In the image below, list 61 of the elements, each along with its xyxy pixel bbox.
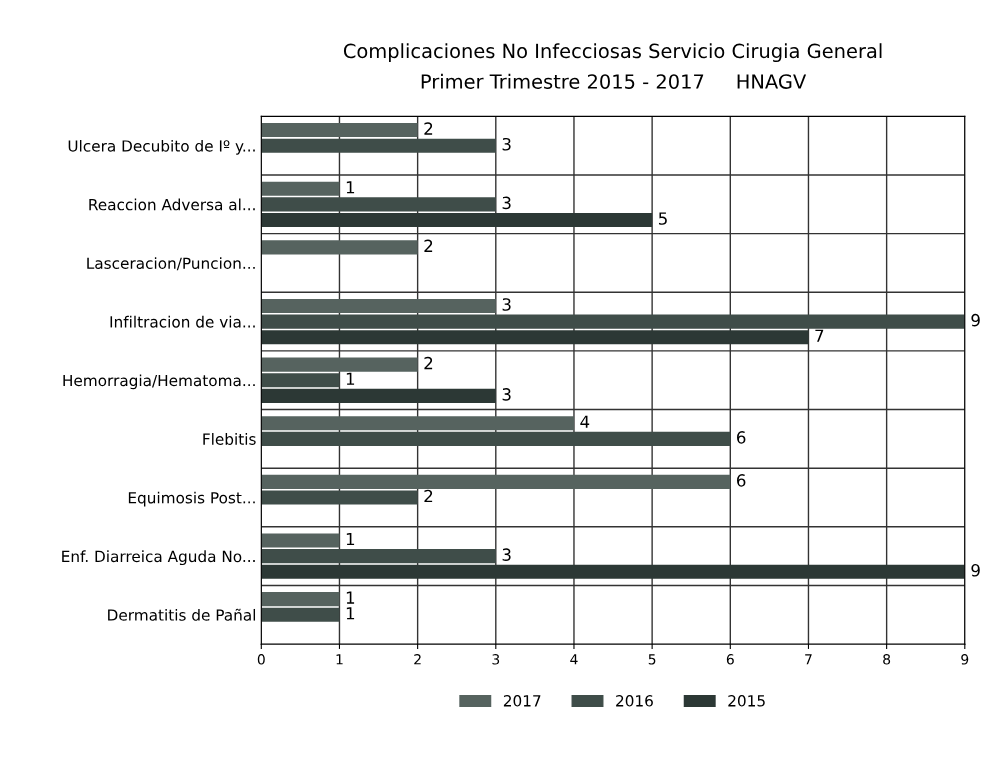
legend-label: 2015: [728, 695, 765, 707]
x-tick-label: 6: [726, 654, 734, 665]
data-label: 3: [502, 388, 511, 401]
bar: [261, 533, 340, 548]
bar: [261, 240, 418, 255]
data-label: 6: [737, 474, 746, 487]
data-label: 1: [346, 372, 355, 385]
data-label: 3: [502, 548, 511, 561]
data-label: 6: [737, 431, 746, 444]
y-tick-label: Lasceracion/Puncion...: [87, 257, 255, 271]
bar: [261, 181, 340, 196]
data-label: 1: [346, 591, 355, 604]
data-label: 3: [502, 298, 511, 311]
x-tick-label: 1: [336, 654, 343, 665]
bar: [261, 474, 731, 489]
legend-label: 2016: [616, 695, 653, 707]
y-tick-label: Equimosis Post...: [128, 491, 255, 507]
data-label: 3: [502, 137, 511, 151]
x-tick-label: 3: [492, 654, 500, 665]
data-label: 2: [424, 356, 433, 370]
x-tick-label: 5: [648, 654, 656, 665]
bar: [261, 197, 496, 212]
data-label: 3: [502, 196, 511, 210]
x-tick-label: 2: [414, 654, 421, 665]
bar: [261, 490, 418, 505]
data-label: 1: [346, 607, 355, 620]
y-tick-label: Ulcera Decubito de Iº y...: [68, 139, 255, 155]
y-tick-label: Enf. Diarreica Aguda No...: [62, 550, 255, 566]
bar: [261, 138, 496, 153]
x-tick-label: 9: [961, 654, 969, 665]
y-tick-label: Flebitis: [203, 433, 256, 445]
data-label: 4: [580, 415, 590, 428]
bar: [261, 123, 418, 138]
bar: [261, 416, 574, 431]
bar: [261, 592, 340, 607]
bar: [261, 431, 731, 446]
y-tick-label: Infiltracion de via...: [110, 315, 255, 328]
x-tick-label: 8: [883, 654, 891, 665]
x-tick-label: 4: [570, 654, 578, 665]
data-label: 7: [815, 329, 824, 342]
data-label: 2: [424, 489, 433, 503]
bar: [261, 373, 340, 388]
y-tick-label: Hemorragia/Hematoma...: [63, 374, 255, 390]
data-label: 1: [346, 181, 355, 194]
x-tick-label: 0: [257, 654, 265, 665]
data-label: 5: [658, 212, 667, 225]
x-tick-label: 7: [805, 654, 812, 665]
data-label: 9: [971, 313, 980, 327]
data-label: 9: [971, 564, 980, 577]
chart-title: Complicaciones No Infecciosas Servicio Cirugia General Primer Trimestre 2015 - 2017 HNAGV: [343, 43, 882, 89]
data-label: 1: [346, 532, 355, 546]
bar: [261, 314, 965, 329]
bar: [261, 607, 340, 622]
y-tick-label: Dermatitis de Pañal: [108, 608, 256, 621]
legend-label: 2017: [503, 695, 541, 707]
data-label: 2: [424, 239, 433, 252]
bar: [261, 298, 496, 314]
bar: [261, 549, 496, 564]
data-label: 2: [424, 122, 433, 135]
y-tick-label: Reaccion Adversa al...: [89, 198, 255, 211]
bar: [261, 357, 418, 372]
